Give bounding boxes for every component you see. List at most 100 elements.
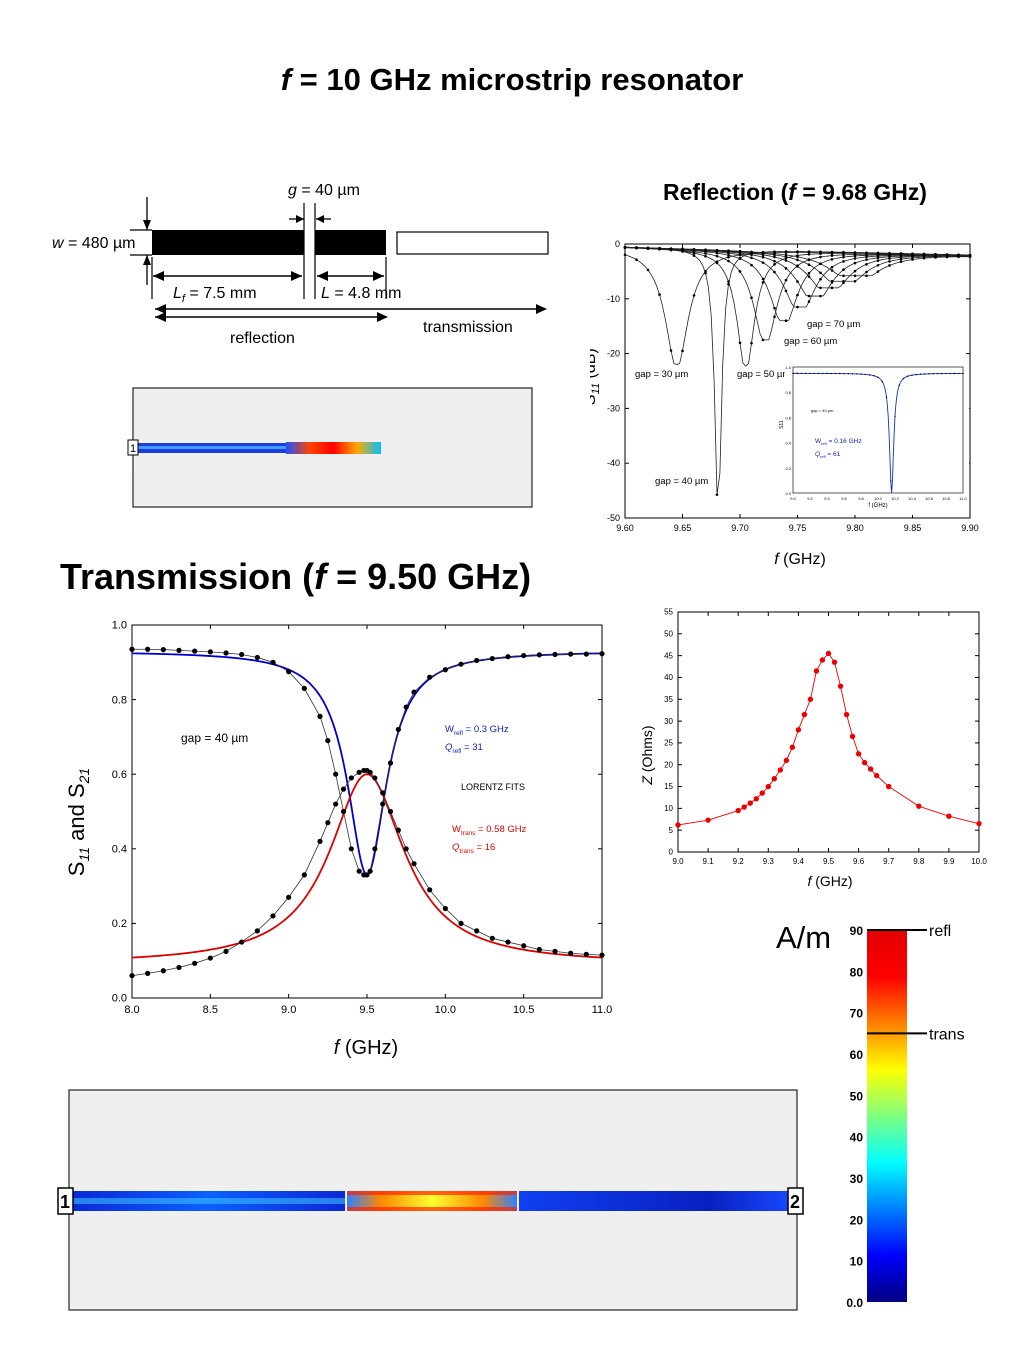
y-tick-label: 0.2 bbox=[112, 918, 127, 930]
y-tick-label: 15 bbox=[664, 782, 673, 791]
inset-point bbox=[847, 373, 849, 375]
z-point bbox=[765, 783, 771, 790]
s11-point bbox=[239, 651, 245, 658]
inset-point bbox=[898, 384, 900, 386]
s11-point bbox=[552, 651, 558, 658]
refl-point bbox=[853, 269, 857, 273]
inset-x-tick-label: 9.4 bbox=[824, 496, 830, 501]
refl-point bbox=[773, 252, 776, 255]
colorbar-gradient bbox=[867, 930, 907, 1302]
refl-point bbox=[715, 248, 719, 252]
refl-point bbox=[842, 279, 845, 283]
inset-point bbox=[911, 374, 913, 376]
refl-point bbox=[658, 293, 661, 296]
inset-point bbox=[839, 372, 841, 375]
inset-x-tick-label: 10.0 bbox=[874, 496, 883, 501]
s21-point bbox=[552, 948, 558, 954]
inset-point bbox=[843, 372, 845, 375]
refl-xlabel: f (GHz) bbox=[774, 551, 826, 568]
inset-y-tick-label: 0.0 bbox=[785, 491, 791, 496]
y-tick-label: -40 bbox=[607, 458, 620, 468]
inset-point bbox=[805, 372, 807, 375]
refl-point bbox=[635, 246, 638, 249]
s11-point bbox=[348, 846, 354, 852]
refl-point bbox=[865, 262, 868, 266]
y-tick-label: -20 bbox=[607, 349, 620, 359]
refl-point bbox=[807, 258, 811, 261]
s11-point bbox=[364, 872, 370, 878]
inset-frame bbox=[792, 366, 964, 494]
refl-point bbox=[784, 267, 788, 270]
refl-point bbox=[784, 319, 788, 323]
transmission-chart: 8.0 8.5 9.0 9.5 10.0 10.5 11.0 0.0 0.2 0.4 0.6 0.8 1… bbox=[64, 620, 612, 1059]
port-2-label: 2 bbox=[790, 1192, 800, 1212]
z-line bbox=[677, 652, 980, 826]
refl-point bbox=[681, 247, 684, 251]
inset-x-tick-label: 9.0 bbox=[790, 496, 796, 501]
refl-point bbox=[773, 270, 776, 274]
s11-point bbox=[317, 713, 323, 719]
s21-point bbox=[348, 775, 354, 781]
y-tick-label: 45 bbox=[664, 651, 673, 660]
s21-point bbox=[474, 928, 480, 934]
y-tick-label: 40 bbox=[664, 673, 673, 682]
z-point bbox=[861, 759, 868, 766]
refl-point bbox=[750, 250, 753, 254]
series-label: gap = 40 µm bbox=[655, 476, 708, 487]
refl-point bbox=[819, 271, 822, 275]
refl-point bbox=[945, 255, 949, 259]
inset-point bbox=[902, 377, 905, 380]
refl-point bbox=[692, 254, 696, 257]
y-tick-label: -50 bbox=[607, 513, 620, 523]
colorbar: 90 80 70 60 50 40 30 20 10 0.0 refl trans bbox=[846, 923, 964, 1310]
inset-point bbox=[809, 372, 811, 375]
inset-x-tick-label: 10.8 bbox=[942, 496, 951, 501]
refl-point bbox=[807, 271, 811, 275]
s21-point bbox=[270, 913, 276, 919]
z-point bbox=[849, 733, 856, 740]
y-tick-label: 20 bbox=[664, 760, 673, 769]
reflection-title: Reflection (f = 9.68 GHz) bbox=[663, 179, 927, 205]
refl-point bbox=[669, 247, 673, 250]
inset-point bbox=[958, 372, 960, 375]
s21-point bbox=[333, 801, 339, 807]
x-tick-label: 9.1 bbox=[703, 857, 715, 866]
s11-point bbox=[599, 651, 605, 657]
inset-point bbox=[826, 372, 828, 375]
series-label: gap = 50 µm bbox=[737, 369, 790, 380]
refl-point bbox=[876, 270, 880, 273]
z-ylabel: Z (Ohms) bbox=[639, 725, 655, 785]
inset-point bbox=[813, 372, 815, 375]
s11-point bbox=[270, 659, 276, 665]
s11-point bbox=[333, 771, 339, 777]
z-point bbox=[741, 804, 747, 810]
s21-point bbox=[505, 939, 511, 945]
inset-point bbox=[860, 373, 862, 375]
refl-point bbox=[704, 271, 707, 275]
z-point bbox=[855, 751, 862, 757]
s21-point bbox=[145, 970, 151, 976]
y-tick-label: 55 bbox=[664, 608, 673, 617]
colorbar-tick-label: 20 bbox=[850, 1213, 864, 1227]
inset-q-label: Qrefl = 61 bbox=[815, 451, 841, 459]
refl-point bbox=[692, 247, 696, 251]
s21-point bbox=[387, 808, 394, 815]
reflection-label: reflection bbox=[230, 330, 295, 347]
colorbar-tick-label: 70 bbox=[850, 1007, 864, 1021]
x-tick-label: 9.3 bbox=[763, 857, 775, 866]
w-refl-annotation: Wrefl = 0.3 GHz bbox=[445, 724, 509, 737]
refl-point bbox=[819, 255, 822, 259]
refl-point bbox=[865, 255, 868, 259]
s11-point bbox=[411, 689, 417, 695]
inset-point bbox=[924, 373, 926, 375]
z-point bbox=[783, 757, 790, 764]
s11-fit-line bbox=[131, 652, 603, 876]
refl-point bbox=[727, 253, 730, 257]
refl-point bbox=[658, 246, 661, 250]
x-tick-label: 9.2 bbox=[733, 857, 745, 866]
inset-point bbox=[962, 372, 964, 375]
x-tick-label: 10.0 bbox=[435, 1004, 456, 1016]
refl-point bbox=[773, 306, 776, 310]
s21-point bbox=[207, 955, 213, 961]
s21-point bbox=[395, 827, 401, 833]
